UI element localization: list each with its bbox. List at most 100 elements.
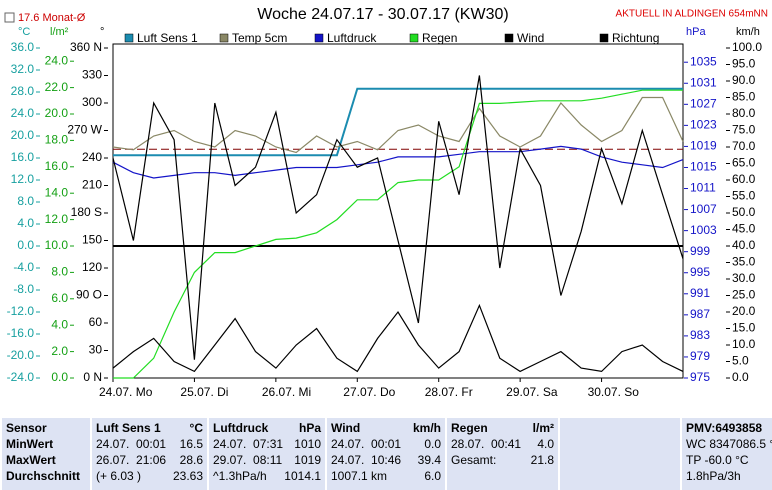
series-line (112, 96, 684, 154)
axis-unit: km/h (736, 26, 760, 38)
table-cell (564, 421, 676, 437)
y-tick-label: 85.0 (732, 90, 756, 104)
table-cell: Gesamt: 21.8 (451, 453, 554, 469)
legend-swatch (314, 33, 324, 43)
series-line (112, 75, 684, 360)
y-tick-label: 30.0 (732, 271, 756, 285)
cell-text: 24.07. 07:31 (213, 437, 284, 451)
y-tick-label: 4.0 (17, 216, 34, 230)
legend-swatch (124, 33, 134, 43)
table-column: Regen l/m² 28.07. 00:41 4.0 Gesamt: 21.8 (445, 418, 558, 490)
cell-text: (+ 6.03 ) (96, 469, 142, 483)
y-tick-label: 150 (82, 233, 102, 247)
table-cell (451, 469, 554, 485)
y-tick-label: 80.0 (732, 106, 756, 120)
y-tick-label: 22.0 (45, 80, 69, 94)
cell-text: hPa (298, 421, 321, 435)
cell-text: Luft Sens 1 (96, 421, 161, 435)
y-tick-label: 20.0 (45, 106, 69, 120)
x-tick-label: 30.07. So (588, 385, 640, 399)
legend-swatch (599, 33, 609, 43)
y-tick-label: 95.0 (732, 57, 756, 71)
legend-label: Richtung (612, 31, 659, 45)
x-tick-label: 29.07. Sa (506, 385, 558, 399)
cell-text: 39.4 (417, 453, 441, 467)
cell-text: 1014.1 (284, 469, 321, 483)
y-tick-label: 975 (690, 370, 710, 384)
legend-swatch (409, 33, 419, 43)
y-tick-label: 20.0 (11, 128, 35, 142)
y-tick-label: 30 (89, 343, 103, 357)
y-tick-label: 70.0 (732, 139, 756, 153)
table-cell (564, 469, 676, 485)
cell-text: 1019 (294, 453, 321, 467)
table-cell: Luftdruck hPa (213, 421, 321, 437)
y-tick-label: 25.0 (732, 288, 756, 302)
table-cell: 24.07. 00:01 0.0 (331, 437, 441, 453)
y-tick-label: 24.0 (11, 106, 35, 120)
y-tick-label: 999 (690, 244, 710, 258)
x-tick-label: 28.07. Fr (425, 385, 473, 399)
y-tick-label: 20.0 (732, 304, 756, 318)
y-tick-label: 2.0 (51, 344, 68, 358)
table: Sensor MinWert MaxWert Durchschnitt Luft Sen… (0, 418, 772, 490)
series-line (113, 87, 683, 157)
table-column: Wind km/h 24.07. 00:01 0.0 24.07. 10:46 39.4 1… (325, 418, 445, 490)
table-column: Luftdruck hPa 24.07. 07:31 1010 29.07. 08:11… (207, 418, 325, 490)
table-cell (564, 453, 676, 469)
cell-text: 28.07. 00:41 (451, 437, 522, 451)
table-cell: 28.07. 00:41 4.0 (451, 437, 554, 453)
x-tick-label: 25.07. Di (180, 385, 228, 399)
y-tick-label: 5.0 (732, 354, 749, 368)
y-tick-label: 240 (82, 150, 102, 164)
x-tick-label: 26.07. Mi (262, 385, 311, 399)
table-cell: WC 8347086.5 ° (686, 437, 772, 453)
y-tick-label: 60.0 (732, 172, 756, 186)
table-cell: Sensor (6, 421, 86, 437)
cell-text: Durchschnitt (6, 469, 81, 483)
y-tick-label: 1023 (690, 118, 717, 132)
y-tick-label: 180 S (71, 205, 102, 219)
table-cell: ^1.3hPa/h 1014.1 (213, 469, 321, 485)
cell-text: 0.0 (424, 437, 441, 451)
reference-label: 17.6 Monat-Ø (18, 12, 86, 24)
table-cell: 29.07. 08:11 1019 (213, 453, 321, 469)
legend-swatch (219, 33, 229, 43)
cell-text: 16.5 (179, 437, 203, 451)
table-cell: 26.07. 21:06 28.6 (96, 453, 203, 469)
cell-text: Gesamt: (451, 453, 497, 467)
y-tick-label: 55.0 (732, 189, 756, 203)
table-cell (564, 437, 676, 453)
y-tick-label: 24.0 (45, 53, 69, 67)
y-tick-label: 16.0 (11, 150, 35, 164)
axis-unit: ° (100, 26, 104, 38)
y-tick-label: 210 (82, 178, 102, 192)
cell-text: 29.07. 08:11 (213, 453, 283, 467)
y-tick-label: 8.0 (17, 194, 34, 208)
table-cell: 1.8hPa/3h (686, 469, 768, 485)
y-tick-label: 8.0 (51, 265, 68, 279)
legend-label: Luftdruck (327, 31, 377, 45)
y-tick-label: -24.0 (7, 370, 35, 384)
table-cell: Durchschnitt (6, 469, 86, 485)
cell-text: ^1.3hPa/h (213, 469, 267, 483)
y-tick-label: 60 (89, 315, 103, 329)
legend-label: Regen (422, 31, 457, 45)
plot-frame (112, 43, 684, 379)
table-cell: 24.07. 07:31 1010 (213, 437, 321, 453)
y-tick-label: 4.0 (51, 317, 68, 331)
cell-text: 28.6 (179, 453, 203, 467)
legend-label: Wind (517, 31, 544, 45)
y-tick-label: 35.0 (732, 255, 756, 269)
y-tick-label: -12.0 (7, 304, 35, 318)
y-tick-label: 983 (690, 328, 710, 342)
checkbox[interactable] (4, 12, 15, 23)
table-column: PMV:6493858 WC 8347086.5 ° TP -60.0 °C 1.8h… (680, 418, 772, 490)
y-tick-label: 36.0 (11, 40, 35, 54)
y-tick-label: 1019 (690, 139, 717, 153)
table-column: Luft Sens 1 °C 24.07. 00:01 16.5 26.07. 21:0… (90, 418, 207, 490)
y-tick-label: 1003 (690, 223, 717, 237)
y-tick-label: 979 (690, 349, 710, 363)
table-cell: PMV:6493858 (686, 421, 768, 437)
